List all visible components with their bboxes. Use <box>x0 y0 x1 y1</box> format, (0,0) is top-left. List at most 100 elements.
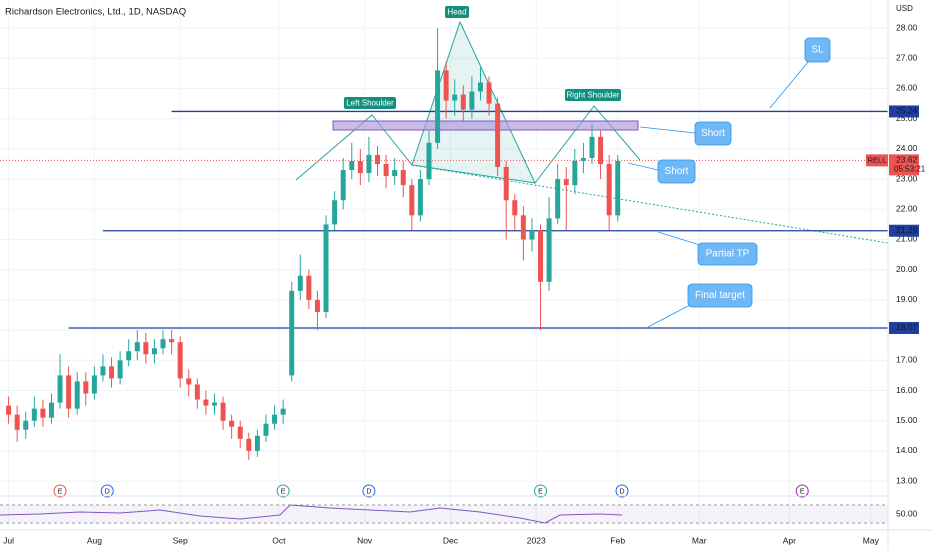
y-tick-label: 28.00 <box>896 22 918 32</box>
candle-body <box>109 366 115 379</box>
candle-body <box>23 420 29 430</box>
x-tick-label: Mar <box>692 535 707 545</box>
candle-body <box>14 414 20 430</box>
level-label: 21.29 <box>896 225 918 235</box>
x-tick-label: Feb <box>610 535 625 545</box>
level-label: 25.24 <box>896 106 918 116</box>
candle-body <box>91 375 97 394</box>
grid <box>0 0 888 530</box>
event-marker <box>362 484 376 498</box>
callout-pointer <box>639 126 696 134</box>
left-shoulder-shape <box>295 114 413 181</box>
candle-body <box>297 275 303 291</box>
candle-body <box>134 342 140 352</box>
y-tick-label: 13.00 <box>896 475 918 485</box>
pattern-label: Right Shoulder <box>567 91 620 100</box>
candle-body <box>126 351 132 361</box>
x-tick-label: Jul <box>3 535 14 545</box>
y-tick-label: 19.00 <box>896 294 918 304</box>
pattern-label: Head <box>447 8 466 17</box>
candle-body <box>246 438 252 451</box>
rsi-level-label: 50.00 <box>896 508 918 518</box>
candle-body <box>66 375 72 409</box>
event-label: D <box>619 488 624 495</box>
chart-title: Richardson Electronics, Ltd., 1D, NASDAQ <box>5 7 186 18</box>
candle-body <box>615 160 621 216</box>
candle-body <box>546 218 552 282</box>
candle-body <box>280 408 286 415</box>
event-marker <box>276 484 290 498</box>
candle-body <box>366 154 372 174</box>
level-label-box <box>889 105 919 118</box>
countdown: 05:53:21 <box>894 164 926 173</box>
y-tick-label: 23.00 <box>896 173 918 183</box>
candle-body <box>220 402 226 421</box>
y-tick-label: 15.00 <box>896 415 918 425</box>
callout <box>657 159 696 184</box>
callout-pointer <box>627 162 659 171</box>
candle-body <box>452 94 458 101</box>
candle-body <box>40 408 46 418</box>
candle-body <box>272 414 278 424</box>
candle-body <box>169 339 175 343</box>
candle-body <box>289 290 295 376</box>
x-tick-label: Oct <box>272 535 286 545</box>
callout-pointer <box>769 61 809 109</box>
candle-body <box>263 423 269 436</box>
event-marker <box>795 484 809 498</box>
candle-body <box>306 275 312 300</box>
candle-body <box>606 163 612 216</box>
candle-body <box>203 399 209 406</box>
candle-body <box>237 426 243 439</box>
candle-body <box>486 82 492 104</box>
symbol-label: RELL <box>868 155 887 164</box>
candle-body <box>572 160 578 186</box>
x-tick-label: Dec <box>443 535 459 545</box>
level-label-box <box>889 321 919 334</box>
x-tick-label: Aug <box>87 535 102 545</box>
candle-body <box>426 142 432 180</box>
candle-body <box>417 179 423 216</box>
y-tick-label: 20.00 <box>896 264 918 274</box>
y-tick-label: 17.00 <box>896 355 918 365</box>
candle-body <box>194 384 200 400</box>
candle-body <box>400 170 406 186</box>
rsi-band <box>0 505 888 523</box>
right-shoulder-shape <box>534 105 641 184</box>
label-box <box>445 6 469 18</box>
event-label: D <box>366 488 371 495</box>
event-marker <box>53 484 67 498</box>
x-tick-label: Nov <box>357 535 373 545</box>
candle-body <box>598 136 604 164</box>
neckline <box>411 164 889 244</box>
event-label: D <box>105 488 110 495</box>
candle-body <box>254 435 260 451</box>
callout-pointer <box>647 304 691 328</box>
candle-body <box>443 70 449 101</box>
y-tick-label: 16.00 <box>896 385 918 395</box>
note: Final target <box>695 290 745 301</box>
candle-body <box>340 170 346 201</box>
label-box <box>344 97 396 109</box>
candle-body <box>6 405 12 415</box>
candle-body <box>392 170 398 177</box>
price-box <box>889 154 919 176</box>
rsi-line <box>0 504 623 524</box>
level-label: 18.07 <box>896 322 918 332</box>
candle-body <box>177 342 183 379</box>
candle-body <box>563 179 569 186</box>
event-marker <box>100 484 114 498</box>
candle-body <box>469 91 475 110</box>
candle-body <box>143 342 149 355</box>
pattern-label: Left Shoulder <box>346 99 394 108</box>
candle-body <box>495 103 501 168</box>
candle-body <box>229 420 235 427</box>
event-label: E <box>58 488 63 495</box>
event-label: E <box>800 488 805 495</box>
note: SL <box>811 45 824 56</box>
candle-body <box>357 160 363 174</box>
label-box <box>565 89 621 101</box>
candle-body <box>57 375 63 403</box>
last-price-label: 23.62 <box>896 155 918 165</box>
